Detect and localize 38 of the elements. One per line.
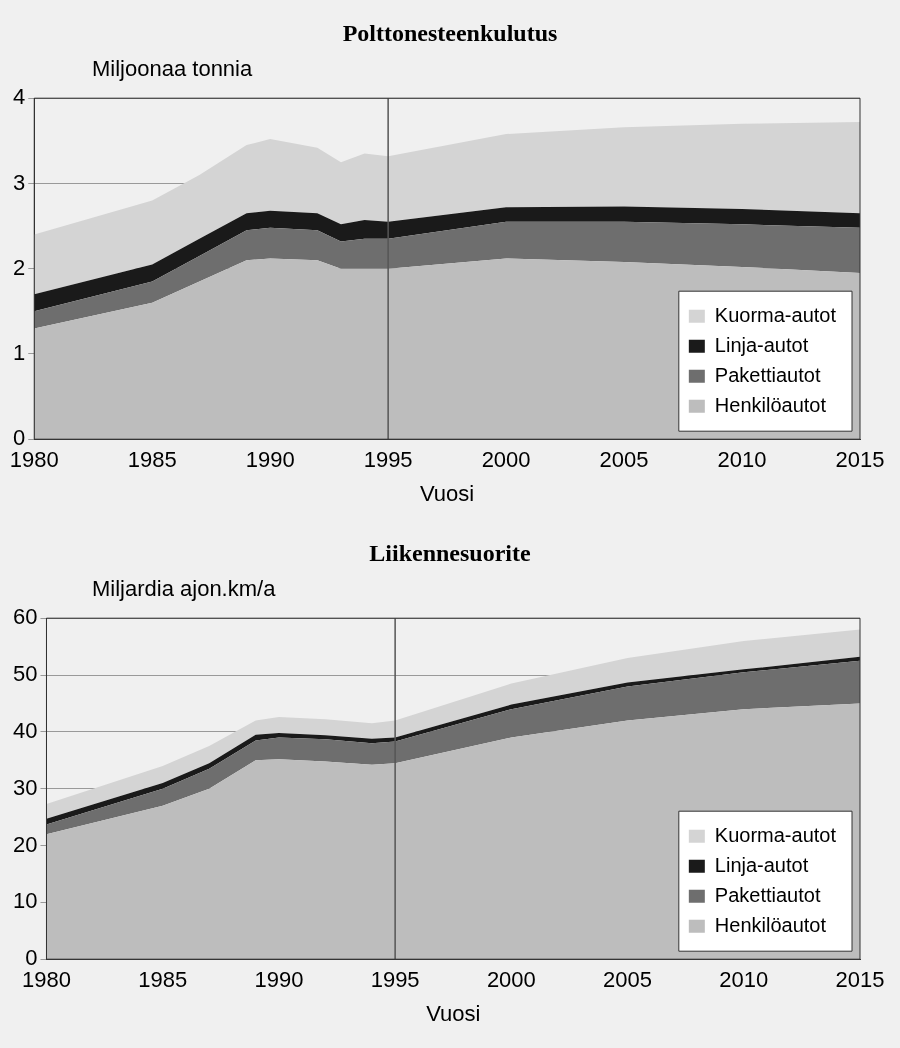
y-tick-label: 4 <box>12 84 26 110</box>
y-tick-label: 1 <box>12 340 26 366</box>
x-tick-label: 2010 <box>719 967 769 993</box>
legend-label: Kuorma-autot <box>714 303 837 326</box>
x-tick-label: 2000 <box>481 447 531 473</box>
y-tick-label: 3 <box>12 169 26 195</box>
legend-label: Linja-autot <box>714 853 809 876</box>
x-tick-label: 2005 <box>599 447 649 473</box>
x-tick-label: 2015 <box>835 447 885 473</box>
chart-title: Polttonesteenkulutus <box>341 20 559 47</box>
legend-label: Henkilöautot <box>714 393 827 416</box>
y-tick-label: 20 <box>12 831 38 857</box>
y-tick-label: 2 <box>12 254 26 280</box>
x-tick-label: 1995 <box>363 447 413 473</box>
x-tick-label: 2015 <box>835 967 885 993</box>
x-tick-label: 1990 <box>245 447 295 473</box>
x-tick-label: 1995 <box>370 967 420 993</box>
y-tick-label: 60 <box>12 604 38 630</box>
x-axis-title: Vuosi <box>420 480 475 506</box>
x-tick-label: 1985 <box>138 967 188 993</box>
x-axis-title: Vuosi <box>426 1000 481 1026</box>
y-tick-label: 40 <box>12 717 38 743</box>
chart-title: Liikennesuorite <box>368 540 532 567</box>
y-axis-title: Miljardia ajon.km/a <box>92 576 276 602</box>
x-tick-label: 2005 <box>603 967 653 993</box>
y-axis-title: Miljoonaa tonnia <box>92 56 253 82</box>
x-tick-label: 1990 <box>254 967 304 993</box>
x-tick-label: 1985 <box>127 447 177 473</box>
y-tick-label: 10 <box>12 888 38 914</box>
legend-label: Henkilöautot <box>714 913 827 936</box>
legend-label: Kuorma-autot <box>714 823 837 846</box>
legend-label: Pakettiautot <box>714 363 821 386</box>
y-tick-label: 30 <box>12 774 38 800</box>
y-tick-label: 50 <box>12 661 38 687</box>
x-tick-label: 2000 <box>486 967 536 993</box>
x-tick-label: 2010 <box>717 447 767 473</box>
legend-label: Pakettiautot <box>714 883 821 906</box>
legend-label: Linja-autot <box>714 333 809 356</box>
